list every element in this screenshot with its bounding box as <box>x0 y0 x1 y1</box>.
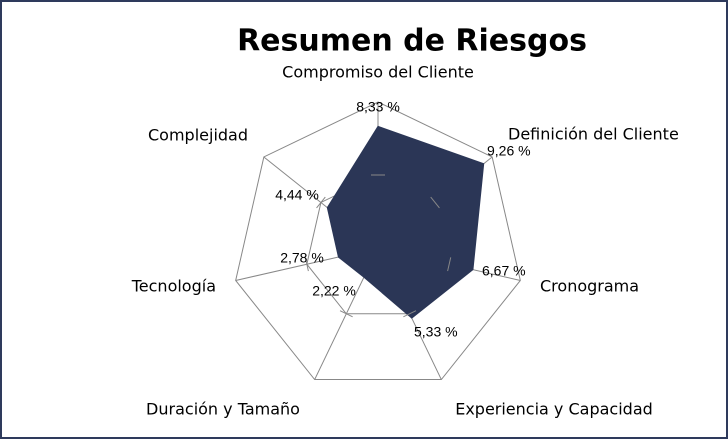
value-label: 9,26 % <box>487 143 531 159</box>
tick-mark <box>339 310 353 318</box>
category-label: Complejidad <box>148 126 248 145</box>
value-label: 8,33 % <box>356 99 400 115</box>
value-label: 2,22 % <box>312 283 356 299</box>
value-label: 4,44 % <box>275 187 319 203</box>
chart-title: Resumen de Riesgos <box>237 24 587 59</box>
category-label: Compromiso del Cliente <box>282 63 474 82</box>
category-label: Duración y Tamaño <box>146 400 300 419</box>
radar-area <box>326 125 485 319</box>
category-label: Cronograma <box>540 277 639 296</box>
category-label: Definición del Cliente <box>508 125 679 144</box>
grid-ring <box>235 101 521 381</box>
tick-mark <box>447 257 452 272</box>
category-label: Experiencia y Capacidad <box>455 400 653 419</box>
tick-mark <box>403 310 417 318</box>
value-label: 5,33 % <box>414 324 458 340</box>
tick-mark <box>430 196 440 209</box>
value-label: 6,67 % <box>482 263 526 279</box>
value-label: 2,78 % <box>280 250 324 266</box>
tick-mark <box>304 257 309 272</box>
category-label: Tecnología <box>131 277 216 296</box>
tick-mark <box>316 196 326 209</box>
